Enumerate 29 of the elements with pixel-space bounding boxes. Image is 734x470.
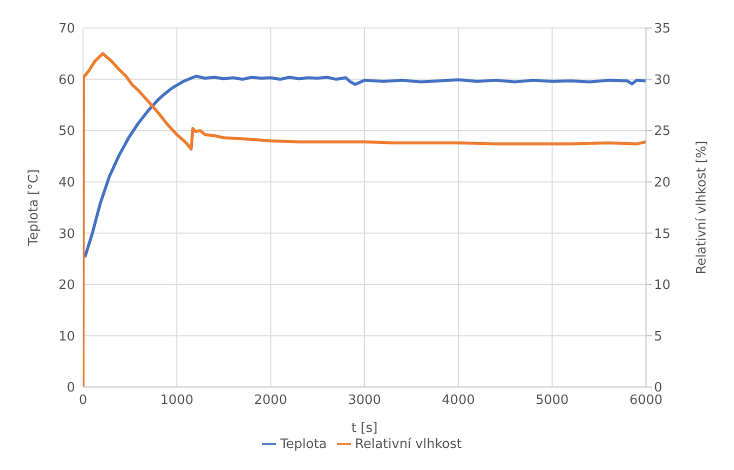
line-series	[83, 74, 646, 259]
x-tick-label: 2000	[254, 393, 288, 408]
y2-tick-label: 35	[654, 22, 671, 37]
y2-tick-label: 15	[654, 226, 671, 242]
y-tick-label: 60	[58, 72, 75, 88]
y-tick-label: 0	[66, 380, 75, 396]
y-tick-label: 50	[58, 124, 75, 140]
y-tick-label: 40	[58, 175, 75, 190]
legend-label: Teplota	[280, 437, 327, 452]
x-tick-label: 0	[78, 393, 88, 408]
y2-axis-title: Relativní vlhkost [%]	[694, 140, 710, 274]
y-tick-label: 30	[58, 226, 75, 242]
legend-label: Relativní vlhkost	[354, 437, 462, 452]
y2-tick-label: 25	[654, 124, 671, 140]
y2-tick-label: 5	[654, 329, 662, 344]
x-tick-label: 6000	[629, 393, 663, 408]
y-axis-title: Teplota [°C]	[26, 169, 42, 247]
x-tick-label: 5000	[536, 393, 569, 408]
x-tick-label: 1000	[160, 393, 194, 408]
y2-tick-label: 20	[654, 175, 671, 190]
y2-tick-label: 0	[654, 380, 662, 396]
y2-tick-label: 30	[654, 72, 671, 88]
x-tick-label: 3000	[348, 393, 382, 408]
y-tick-label: 70	[58, 22, 75, 37]
x-axis-title: t [s]	[351, 421, 378, 436]
y-tick-label: 10	[58, 329, 75, 344]
y2-tick-label: 10	[654, 278, 671, 294]
y-tick-label: 20	[58, 278, 75, 294]
x-tick-label: 4000	[442, 393, 475, 408]
